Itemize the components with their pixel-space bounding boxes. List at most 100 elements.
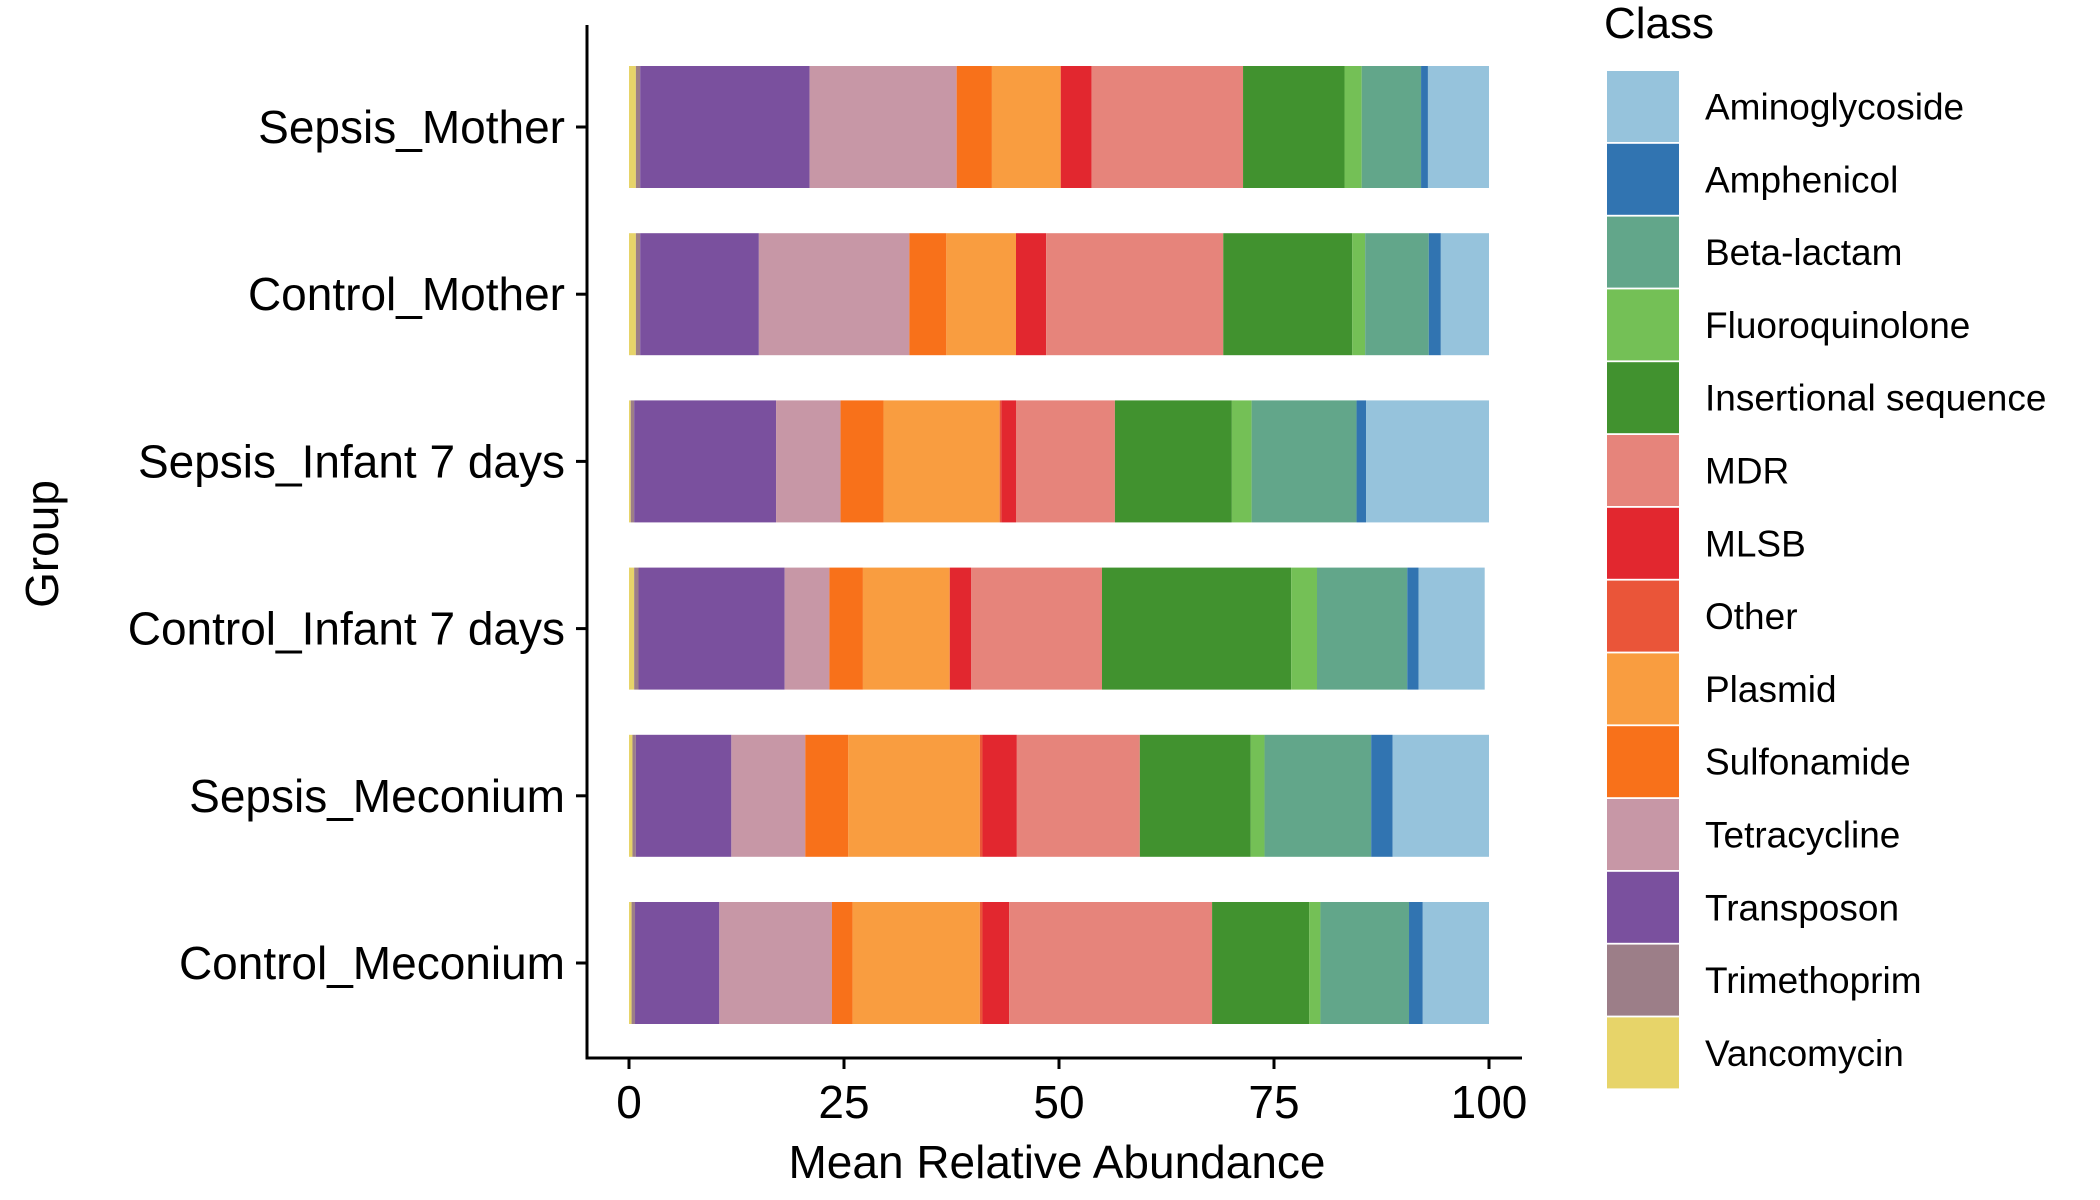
bar-control-meconium-fluoroquinolone	[1309, 902, 1321, 1024]
legend-label: MLSB	[1705, 523, 1806, 564]
bar-control-infant-7-days-trimethoprim	[634, 567, 639, 690]
bar-control-infant-7-days-mdr	[971, 567, 1102, 690]
bar-sepsis-infant-7-days-transposon	[634, 400, 777, 523]
y-tick-label: Control_Infant 7 days	[128, 603, 565, 655]
bar-control-mother-beta-lactam	[1365, 233, 1429, 356]
bar-sepsis-infant-7-days-aminoglycoside	[1366, 400, 1489, 523]
bar-sepsis-mother-aminoglycoside	[1427, 66, 1489, 188]
bar-sepsis-infant-7-days-trimethoprim	[630, 400, 635, 523]
legend-label: Vancomycin	[1705, 1033, 1904, 1074]
bar-sepsis-mother-transposon	[640, 66, 810, 188]
legend-label: Other	[1705, 596, 1798, 637]
bar-sepsis-meconium-amphenicol	[1371, 734, 1393, 857]
bar-control-mother-insertional-sequence	[1223, 233, 1353, 356]
bar-sepsis-mother-insertional-sequence	[1243, 66, 1345, 188]
bar-control-meconium-vancomycin	[629, 902, 632, 1024]
y-tick-label: Sepsis_Meconium	[189, 770, 565, 822]
bar-sepsis-infant-7-days-other	[999, 400, 1002, 523]
legend-label: Tetracycline	[1705, 815, 1900, 856]
bar-sepsis-infant-7-days-beta-lactam	[1251, 400, 1357, 523]
bar-sepsis-mother-fluoroquinolone	[1344, 66, 1362, 188]
legend-key-other	[1607, 580, 1679, 652]
x-tick-label: 75	[1248, 1076, 1299, 1128]
legend-label: Transposon	[1705, 887, 1899, 928]
bar-sepsis-meconium-other	[979, 734, 983, 857]
x-tick-label: 50	[1033, 1076, 1084, 1128]
bar-control-mother-fluoroquinolone	[1352, 233, 1366, 356]
y-tick-label: Sepsis_Mother	[258, 101, 565, 153]
bar-control-meconium-mlsb	[982, 902, 1010, 1024]
bar-sepsis-meconium-tetracycline	[731, 734, 806, 857]
legend-key-plasmid	[1607, 653, 1679, 725]
bar-sepsis-meconium-insertional-sequence	[1139, 734, 1251, 857]
legend-key-transposon	[1607, 871, 1679, 943]
legend-label: Insertional sequence	[1705, 378, 2046, 419]
legend-key-insertional-sequence	[1607, 362, 1679, 434]
bar-sepsis-mother-plasmid	[991, 66, 1061, 188]
bar-control-infant-7-days-beta-lactam	[1317, 567, 1408, 690]
legend-label: Aminoglycoside	[1705, 87, 1964, 128]
y-tick-label: Control_Meconium	[179, 937, 565, 989]
bar-sepsis-mother-sulfonamide	[956, 66, 992, 188]
legend-title: Class	[1604, 0, 1714, 48]
bar-control-meconium-amphenicol	[1409, 902, 1423, 1024]
bar-sepsis-meconium-sulfonamide	[805, 734, 849, 857]
bar-sepsis-infant-7-days-fluoroquinolone	[1231, 400, 1252, 523]
bar-sepsis-mother-vancomycin	[629, 66, 636, 188]
x-tick-label: 0	[616, 1076, 642, 1128]
bar-control-infant-7-days-vancomycin	[629, 567, 635, 690]
legend-key-mdr	[1607, 435, 1679, 506]
bar-sepsis-mother-trimethoprim	[635, 66, 641, 188]
legend-key-fluoroquinolone	[1607, 289, 1679, 361]
bar-control-meconium-transposon	[635, 902, 720, 1024]
bar-control-meconium-sulfonamide	[831, 902, 853, 1024]
x-tick-label: 100	[1451, 1076, 1528, 1128]
bar-control-meconium-beta-lactam	[1320, 902, 1410, 1024]
bar-sepsis-mother-tetracycline	[809, 66, 957, 188]
bar-sepsis-infant-7-days-insertional-sequence	[1114, 400, 1232, 523]
legend-label: Fluoroquinolone	[1705, 305, 1970, 346]
bar-control-meconium-mdr	[1009, 902, 1213, 1024]
bar-control-mother-aminoglycoside	[1440, 233, 1489, 356]
bar-control-infant-7-days-aminoglycoside	[1418, 567, 1485, 690]
legend-label: Plasmid	[1705, 669, 1837, 710]
legend-key-mlsb	[1607, 507, 1679, 579]
legend-label: Amphenicol	[1705, 159, 1898, 200]
bar-control-infant-7-days-amphenicol	[1407, 567, 1419, 690]
bar-control-mother-mlsb	[1016, 233, 1047, 356]
legend-label: Beta-lactam	[1705, 232, 1902, 273]
bar-sepsis-meconium-mlsb	[982, 734, 1017, 857]
legend-key-aminoglycoside	[1607, 71, 1679, 142]
bar-control-infant-7-days-plasmid	[862, 567, 950, 690]
y-axis-title: Group	[16, 480, 68, 608]
legend-key-trimethoprim	[1607, 944, 1679, 1016]
bar-sepsis-infant-7-days-vancomycin	[629, 400, 631, 523]
legend-key-amphenicol	[1607, 143, 1679, 215]
bar-control-meconium-plasmid	[852, 902, 980, 1024]
bar-control-infant-7-days-insertional-sequence	[1102, 567, 1292, 690]
bar-control-meconium-trimethoprim	[631, 902, 636, 1024]
bar-sepsis-meconium-trimethoprim	[632, 734, 636, 857]
bar-control-mother-sulfonamide	[909, 233, 947, 356]
bar-sepsis-meconium-mdr	[1016, 734, 1140, 857]
bar-sepsis-infant-7-days-tetracycline	[776, 400, 841, 523]
bar-control-mother-vancomycin	[629, 233, 636, 356]
bar-control-mother-transposon	[640, 233, 759, 356]
bar-sepsis-meconium-transposon	[635, 734, 732, 857]
legend-key-beta-lactam	[1607, 216, 1679, 288]
legend-label: MDR	[1705, 451, 1789, 492]
bar-control-meconium-insertional-sequence	[1212, 902, 1310, 1024]
bar-sepsis-meconium-beta-lactam	[1264, 734, 1372, 857]
bar-control-infant-7-days-fluoroquinolone	[1291, 567, 1317, 690]
bar-control-infant-7-days-tetracycline	[784, 567, 830, 690]
bar-sepsis-infant-7-days-plasmid	[883, 400, 1000, 523]
axes-layer	[585, 25, 1522, 1060]
bar-control-infant-7-days-sulfonamide	[829, 567, 863, 690]
legend: Class Aminoglycoside Amphenicol Beta-lacta…	[1604, 0, 2046, 1089]
bar-sepsis-infant-7-days-mdr	[1016, 400, 1115, 523]
bar-sepsis-meconium-vancomycin	[629, 734, 633, 857]
bar-sepsis-meconium-plasmid	[848, 734, 980, 857]
y-ticks: Sepsis_Mother Control_Mother Sepsis_Infant…	[128, 101, 587, 989]
bar-control-infant-7-days-mlsb	[949, 567, 972, 690]
